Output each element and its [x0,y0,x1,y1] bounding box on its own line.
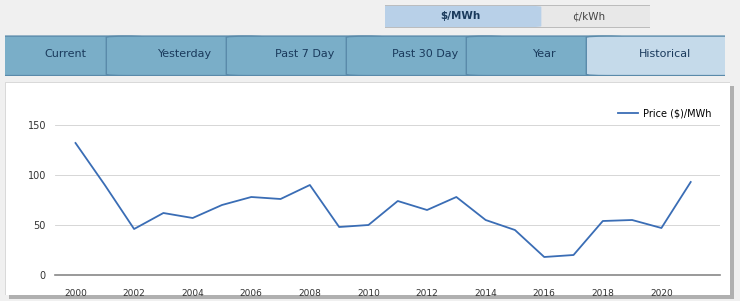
Text: 2010: 2010 [357,289,380,298]
Text: Current: Current [44,49,86,59]
FancyBboxPatch shape [9,86,734,299]
FancyBboxPatch shape [107,36,263,76]
Text: Past 7 Day: Past 7 Day [275,49,334,59]
FancyBboxPatch shape [466,36,624,76]
FancyBboxPatch shape [0,36,144,76]
Text: 2000: 2000 [64,289,87,298]
Text: 2008: 2008 [298,289,321,298]
Text: 2012: 2012 [416,289,438,298]
Text: Yesterday: Yesterday [158,49,212,59]
Text: Past 30 Day: Past 30 Day [392,49,458,59]
Text: 2006: 2006 [240,289,263,298]
FancyBboxPatch shape [346,36,504,76]
FancyBboxPatch shape [226,36,384,76]
Text: Year: Year [534,49,556,59]
FancyBboxPatch shape [586,36,740,76]
Text: 2002: 2002 [123,289,146,298]
FancyBboxPatch shape [5,82,730,295]
Text: 2014: 2014 [474,289,497,298]
Text: ¢/kWh: ¢/kWh [573,11,605,21]
Legend: Price ($)/MWh: Price ($)/MWh [614,105,715,123]
Text: 2016: 2016 [533,289,556,298]
Text: 2018: 2018 [591,289,614,298]
Text: Historical: Historical [639,49,691,59]
Text: 2004: 2004 [181,289,204,298]
FancyBboxPatch shape [377,6,542,27]
Text: 2020: 2020 [650,289,673,298]
Text: $/MWh: $/MWh [440,11,481,21]
FancyBboxPatch shape [371,5,663,28]
